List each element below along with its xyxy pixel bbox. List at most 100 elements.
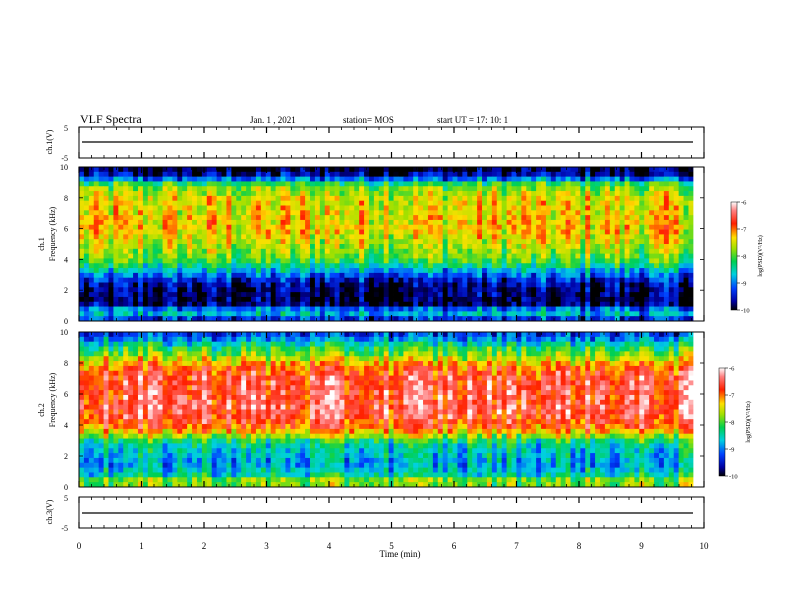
ch1-spectrogram-cell bbox=[673, 215, 680, 221]
ch2-spectrogram-cell bbox=[339, 346, 345, 352]
ch1-spectrogram-cell bbox=[344, 292, 350, 298]
ch1-spectrogram-cell bbox=[280, 239, 286, 245]
ch2-spectrogram-cell bbox=[137, 332, 144, 338]
ch1-spectrogram-cell bbox=[614, 287, 621, 293]
ch2-spectrogram-cell bbox=[634, 361, 640, 367]
ch1-spectrogram-cell bbox=[555, 277, 562, 283]
ch1-spectrogram-cell bbox=[172, 229, 178, 235]
ch1-spectrogram-cell bbox=[339, 287, 345, 293]
ch1-spectrogram-cell bbox=[477, 306, 483, 312]
ch1-spectrogram-cell bbox=[393, 215, 399, 221]
ch2-spectrogram-cell bbox=[285, 332, 291, 338]
ch2-spectrogram-cell bbox=[133, 356, 139, 362]
ch1-spectrogram-cell bbox=[619, 244, 625, 250]
ch1-spectrogram-cell bbox=[658, 195, 665, 202]
ch1-spectrogram-cell bbox=[506, 181, 512, 187]
ch1-spectrogram-cell bbox=[216, 215, 222, 221]
ch1-spectrogram-cell bbox=[324, 210, 331, 216]
ch1-spectrogram-cell bbox=[359, 311, 365, 317]
ch1-spectrogram-cell bbox=[521, 215, 527, 221]
ch1-spectrogram-cell bbox=[251, 306, 257, 312]
ch2-spectrogram-cell bbox=[629, 332, 635, 338]
ch1-spectrogram-cell bbox=[206, 195, 213, 202]
ch2-spectrogram-cell bbox=[491, 365, 498, 372]
ch1-spectrogram-cell bbox=[206, 210, 213, 216]
ch1-spectrogram-cell bbox=[172, 239, 178, 245]
ch1-spectrogram-cell bbox=[167, 195, 173, 202]
ch1-spectrogram-cell bbox=[526, 181, 532, 187]
ch2-spectrogram-cell bbox=[83, 351, 90, 357]
ch1-spectrogram-cell bbox=[221, 311, 227, 317]
ch1-spectrogram-cell bbox=[658, 176, 665, 182]
ch2-spectrogram-cell bbox=[408, 356, 414, 362]
ch1-spectrogram-cell bbox=[285, 244, 291, 250]
ch1-spectrogram-cell bbox=[491, 176, 498, 182]
ch2-spectrogram-cell bbox=[526, 361, 532, 367]
ch1-spectrogram-cell bbox=[128, 167, 134, 173]
ch1-spectrogram-cell bbox=[310, 215, 316, 221]
ch2-spectrogram-cell bbox=[123, 361, 129, 367]
ch2-spectrogram-cell bbox=[192, 365, 198, 372]
ch1-spectrogram-cell bbox=[142, 181, 149, 187]
ch1-spectrogram-cell bbox=[246, 244, 252, 250]
ch1-spectrogram-cell bbox=[300, 176, 306, 182]
ch2-spectrogram-cell bbox=[192, 351, 198, 357]
ch1-spectrogram-cell bbox=[457, 282, 463, 288]
ch2-spectrogram-cell bbox=[324, 365, 331, 372]
ch1-spectrogram-cell bbox=[536, 205, 542, 211]
ch1-spectrogram-cell bbox=[609, 248, 616, 255]
ch1-spectrogram-cell bbox=[231, 306, 237, 312]
ch1-spectrogram-cell bbox=[368, 263, 375, 269]
ch1-spectrogram-cell bbox=[108, 234, 114, 240]
ch1-spectrogram-cell bbox=[624, 301, 630, 307]
ch1-spectrogram-cell bbox=[560, 200, 566, 206]
ch1-spectrogram-cell bbox=[580, 311, 586, 317]
ch1-spectrogram-cell bbox=[580, 239, 586, 245]
ch1-spectrogram-cell bbox=[486, 191, 493, 197]
ch1-spectrogram-cell bbox=[128, 282, 134, 288]
ch1-spectrogram-cell bbox=[624, 229, 630, 235]
ch1-spectrogram-cell bbox=[162, 215, 168, 221]
ch1-spectrogram-cell bbox=[599, 171, 606, 178]
ch1-spectrogram-cell bbox=[172, 306, 178, 312]
ch1-spectrogram-cell bbox=[467, 277, 473, 283]
ch1-spectrogram-cell bbox=[373, 316, 380, 322]
ch1-spectrogram-cell bbox=[182, 181, 188, 187]
ch1-spectrogram-cell bbox=[290, 292, 296, 298]
ch1-spectrogram-cell bbox=[226, 191, 232, 197]
ch1-spectrogram-cell bbox=[555, 301, 562, 307]
ch2-spectrogram-cell bbox=[354, 336, 360, 343]
ch1-spectrogram-cell bbox=[113, 248, 119, 255]
ch2-spectrogram-cell bbox=[447, 346, 453, 352]
ch1-spectrogram-cell bbox=[310, 292, 316, 298]
ch1-spectrogram-cell bbox=[580, 248, 586, 255]
ch2-spectrogram-cell bbox=[506, 356, 512, 362]
ch1-spectrogram-cell bbox=[231, 282, 237, 288]
ch1-spectrogram-cell bbox=[265, 306, 272, 312]
ch1-spectrogram-cell bbox=[521, 176, 527, 182]
ch1-spectrogram-cell bbox=[550, 282, 557, 288]
ch2-spectrogram-cell bbox=[536, 356, 542, 362]
ch2-spectrogram-cell bbox=[619, 351, 625, 357]
ch1-spectrogram-cell bbox=[187, 215, 193, 221]
ch1-spectrogram-cell bbox=[437, 186, 444, 192]
ch1-spectrogram-cell bbox=[526, 239, 532, 245]
ch1-spectrogram-cell bbox=[501, 181, 508, 187]
ch2-spectrogram-cell bbox=[368, 341, 375, 347]
ch1-spectrogram-cell bbox=[634, 248, 640, 255]
ch1-spectrogram-cell bbox=[683, 268, 689, 274]
ch2-spectrogram-cell bbox=[251, 346, 257, 352]
ch1-spectrogram-cell bbox=[555, 296, 562, 303]
ch2-spectrogram-cell bbox=[133, 341, 139, 347]
ch2-spectrogram-cell bbox=[683, 341, 689, 347]
ch2-spectrogram-cell bbox=[624, 332, 630, 338]
ch1-spectrogram-cell bbox=[314, 306, 321, 312]
ch1-spectrogram-cell bbox=[329, 229, 335, 235]
ch1-spectrogram-cell bbox=[550, 268, 557, 274]
ch1-spectrogram-cell bbox=[270, 181, 277, 187]
ch1-spectrogram-cell bbox=[634, 306, 640, 312]
ch2-spectrogram-cell bbox=[486, 365, 493, 372]
ch1-spectrogram-cell bbox=[486, 186, 493, 192]
ch1-spectrogram-cell bbox=[654, 306, 660, 312]
ch1-spectrogram-cell bbox=[683, 186, 689, 192]
